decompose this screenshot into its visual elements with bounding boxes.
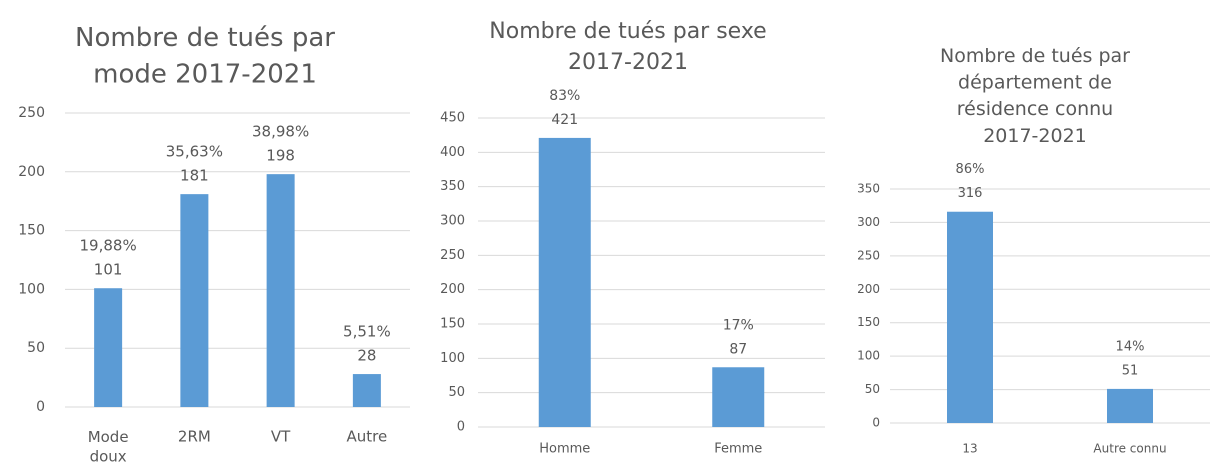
value-label: 87 [729,341,747,357]
y-tick-label: 0 [457,420,465,435]
x-tick-label: VT [271,428,291,446]
value-label: 198 [266,147,295,165]
y-tick-label: 150 [440,317,465,332]
y-tick-label: 150 [18,223,45,239]
y-tick-label: 250 [857,248,880,262]
bar [352,374,381,407]
value-label: 101 [94,261,123,279]
y-tick-label: 100 [18,281,45,297]
y-tick-label: 200 [857,282,880,296]
y-tick-label: 350 [857,182,880,196]
bar [947,211,993,423]
y-tick-label: 50 [865,382,880,396]
bar [94,288,123,407]
chart-title: Nombre de tués par mode 2017-2021 [75,23,335,89]
share-label: 17% [723,317,754,333]
bar [712,367,765,427]
y-tick-label: 100 [440,351,465,366]
y-tick-label: 0 [872,416,880,430]
x-tick-label: Femme [714,442,762,457]
x-tick-label: 2RM [178,428,211,446]
y-tick-label: 50 [27,340,45,356]
share-label: 19,88% [80,237,137,255]
share-label: 35,63% [166,143,223,161]
x-tick-label: Mode doux [88,428,129,466]
x-tick-label: Autre [347,428,388,446]
bar [538,137,591,427]
y-tick-label: 450 [440,111,465,126]
share-label: 38,98% [252,123,309,141]
y-tick-label: 300 [440,214,465,229]
value-label: 421 [551,112,578,128]
y-tick-label: 200 [440,282,465,297]
y-tick-label: 150 [857,315,880,329]
share-label: 86% [956,162,985,177]
share-label: 5,51% [343,323,391,341]
bar [180,194,209,407]
y-tick-label: 100 [857,349,880,363]
y-tick-label: 250 [440,248,465,263]
y-tick-label: 350 [440,179,465,194]
x-tick-label: 13 [962,442,977,456]
share-label: 14% [1116,339,1145,354]
y-tick-label: 0 [36,399,45,415]
y-tick-label: 250 [18,105,45,121]
x-tick-label: Homme [539,442,590,457]
share-label: 83% [549,88,580,104]
y-tick-label: 200 [18,164,45,180]
value-label: 28 [357,347,376,365]
value-label: 181 [180,167,209,185]
chart-title: Nombre de tués par département de résidenc… [940,45,1130,147]
y-tick-label: 300 [857,215,880,229]
bar [1107,388,1153,423]
y-tick-label: 50 [448,385,465,400]
value-label: 51 [1122,363,1139,378]
bar [266,174,295,407]
y-tick-label: 400 [440,145,465,160]
value-label: 316 [958,186,983,201]
x-tick-label: Autre connu [1093,442,1166,456]
chart-title: Nombre de tués par sexe 2017-2021 [489,19,766,75]
